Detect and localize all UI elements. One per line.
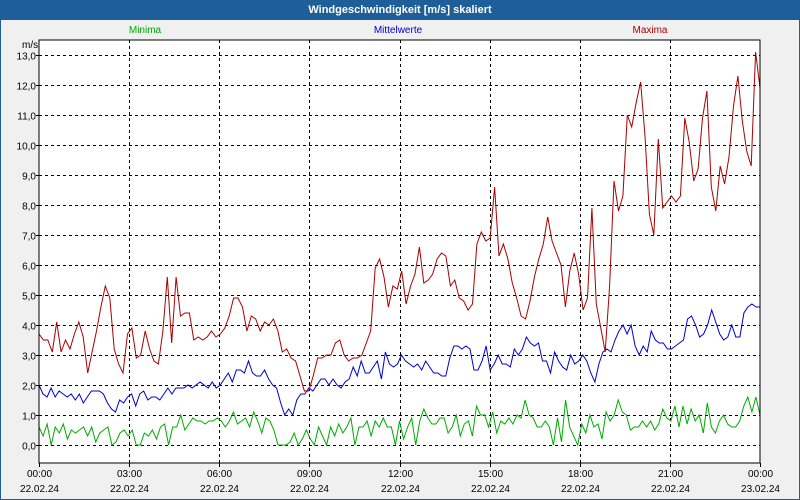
x-tick-date: 22.02.24 [200,484,239,495]
x-tick-time: 00:00 [27,469,52,480]
x-tick-date: 22.02.24 [561,484,600,495]
y-tick-label: 1,0 [22,412,36,423]
x-tick-date: 22.02.24 [651,484,690,495]
x-tick-time: 15:00 [478,469,503,480]
y-tick-label: 8,0 [22,202,36,213]
x-tick-time: 21:00 [658,469,683,480]
series-line-minima [38,395,761,447]
legend-minima: Minima [129,25,162,36]
y-tick-label: 7,0 [22,232,36,243]
x-tick-time: 09:00 [297,469,322,480]
y-tick-label: 5,0 [22,292,36,303]
x-tick-time: 12:00 [388,469,413,480]
y-tick-label: 4,0 [22,322,36,333]
y-tick-label: 6,0 [22,262,36,273]
x-tick-time: 03:00 [117,469,142,480]
y-tick-label: 13,0 [17,52,37,63]
x-tick-date: 22.02.24 [290,484,329,495]
legend-maxima: Maxima [632,25,667,36]
y-tick-label: 10,0 [17,142,37,153]
x-axis: 00:00 22.02.24 03:00 22.02.24 06:00 22.02.24 0… [20,463,780,495]
plot-border [38,39,761,464]
y-tick-label: 12,0 [17,82,37,93]
y-axis: 0,0 1,0 2,0 3,0 4,0 5,0 6,0 7,0 8,0 9,0 10,0 11,0 12… [17,52,39,453]
x-tick-time: 18:00 [568,469,593,480]
x-tick-time: 00:00 [748,469,773,480]
y-tick-label: 3,0 [22,352,36,363]
y-tick-label: 0,0 [22,442,36,453]
chart-title: Windgeschwindigkeit [m/s] skaliert [1,1,799,20]
x-tick-date: 22.02.24 [20,484,59,495]
legend-mittelwerte: Mittelwerte [374,25,423,36]
x-tick-date: 22.02.24 [110,484,149,495]
x-tick-date: 23.02.24 [741,484,780,495]
x-tick-date: 22.02.24 [471,484,510,495]
y-tick-label: 2,0 [22,382,36,393]
y-tick-label: 9,0 [22,172,36,183]
series-line-mittelwerte [38,303,760,417]
y-axis-label: m/s [22,40,38,51]
x-tick-date: 22.02.24 [381,484,420,495]
y-tick-label: 11,0 [17,112,36,123]
x-tick-time: 06:00 [207,469,232,480]
plot-area [39,40,760,463]
series-line-maxima [38,51,761,392]
series-lines [38,51,761,447]
